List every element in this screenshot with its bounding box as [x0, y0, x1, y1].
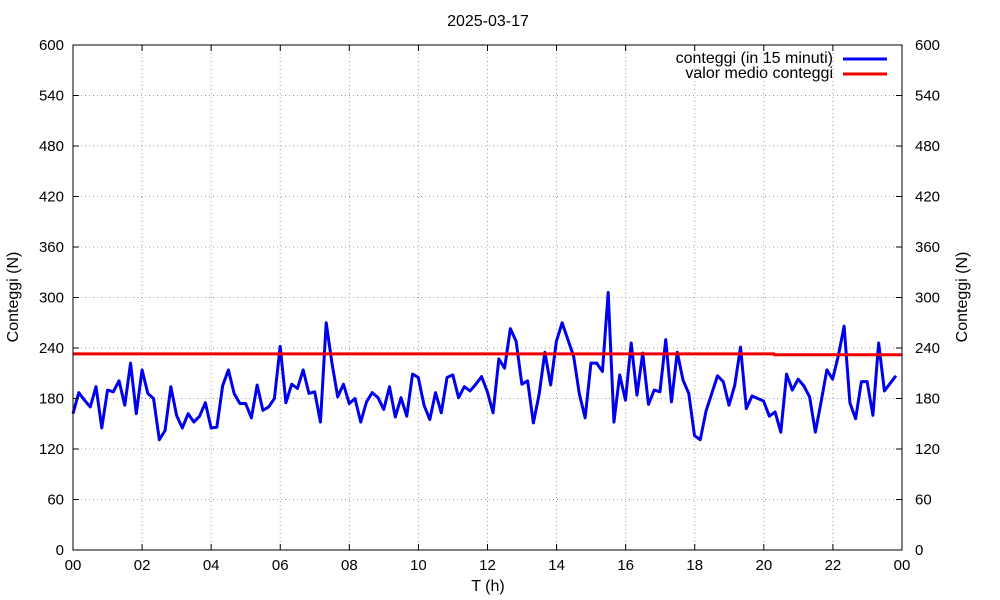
legend: conteggi (in 15 minuti) valor medio cont… [676, 50, 887, 82]
y2-tick-label-7: 420 [915, 189, 940, 206]
ticks [72, 44, 903, 551]
y2-tick-label-9: 540 [915, 88, 940, 105]
y-tick-label-5: 300 [39, 290, 64, 307]
grid [73, 45, 902, 550]
x-tick-label-0: 00 [65, 557, 82, 574]
y-tick-label-2: 120 [39, 441, 64, 458]
x-tick-label-5: 10 [410, 557, 427, 574]
x-tick-label-6: 12 [479, 557, 496, 574]
y2-tick-label-1: 60 [915, 492, 932, 509]
x-tick-label-12: 00 [894, 557, 911, 574]
y-tick-label-7: 420 [39, 189, 64, 206]
y-tick-label-0: 0 [56, 542, 64, 559]
series-group [71, 290, 902, 442]
y-tick-label-3: 180 [39, 391, 64, 408]
y2-tick-label-8: 480 [915, 138, 940, 155]
y-tick-label-1: 60 [47, 492, 64, 509]
y-tick-label-8: 480 [39, 138, 64, 155]
legend-label-counts: conteggi (in 15 minuti) [676, 50, 833, 67]
y2-tick-label-6: 360 [915, 239, 940, 256]
y2-tick-label-10: 600 [915, 37, 940, 54]
x-tick-label-9: 18 [686, 557, 703, 574]
y2-tick-label-2: 120 [915, 441, 940, 458]
y2-tick-labels: 0 60 120 180 240 300 360 420 480 540 600 [915, 37, 940, 559]
x-tick-label-10: 20 [755, 557, 772, 574]
y-tick-label-9: 540 [39, 88, 64, 105]
legend-label-mean: valor medio conteggi [685, 65, 833, 82]
y2-axis-label: Conteggi (N) [954, 252, 971, 343]
x-axis-label: T (h) [471, 578, 504, 595]
y-tick-label-10: 600 [39, 37, 64, 54]
y2-tick-label-5: 300 [915, 290, 940, 307]
y-tick-label-6: 360 [39, 239, 64, 256]
x-tick-label-4: 08 [341, 557, 358, 574]
y2-tick-label-4: 240 [915, 340, 940, 357]
y2-tick-label-0: 0 [915, 542, 923, 559]
x-tick-label-1: 02 [134, 557, 151, 574]
y2-tick-label-3: 180 [915, 391, 940, 408]
x-tick-label-8: 16 [617, 557, 634, 574]
y-axis-label: Conteggi (N) [5, 252, 22, 343]
series-line-0 [71, 290, 898, 442]
x-tick-label-11: 22 [825, 557, 842, 574]
y-tick-labels: 0 60 120 180 240 300 360 420 480 540 600 [39, 37, 64, 559]
y-tick-label-4: 240 [39, 340, 64, 357]
x-tick-label-3: 06 [272, 557, 289, 574]
x-tick-label-7: 14 [548, 557, 565, 574]
series-line-1 [73, 352, 902, 357]
chart-title: 2025-03-17 [447, 13, 529, 30]
x-tick-label-2: 04 [203, 557, 220, 574]
x-tick-labels: 00 02 04 06 08 10 12 14 16 18 20 22 00 [65, 557, 911, 574]
